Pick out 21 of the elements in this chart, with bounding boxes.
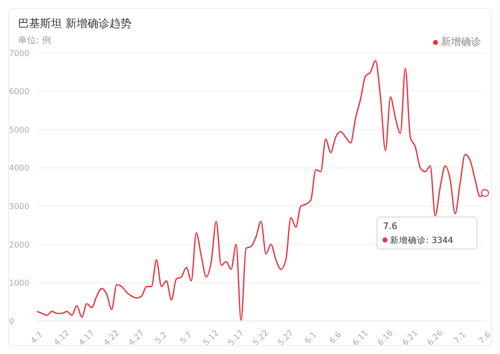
y-tick-label: 6000 [9,87,30,96]
x-tick-label: 5.7 [178,330,194,346]
annotation: 新增确诊: 3344 [390,234,454,246]
x-tick-label: 7.6 [477,330,492,346]
y-tick-label: 5000 [9,125,30,134]
y-tick-label: 3000 [9,202,30,211]
y-tick-label: 4000 [9,164,30,173]
y-tick-label: 1000 [9,278,30,288]
tooltip-box: 7.6 新增确诊: 3344 [376,216,478,250]
x-tick-label: 7.1 [452,330,468,346]
annotation: 7.6 [383,222,398,232]
y-tick-label: 2000 [9,240,30,250]
y-tick-label: 0 [9,316,14,326]
y-tick-label: 7000 [9,48,30,58]
x-tick-label: 6.6 [328,330,344,346]
chart-subtitle: 单位: 例 [18,34,51,47]
x-tick-label: 4.7 [29,330,44,346]
x-tick-label: 6.1 [302,330,318,346]
legend-label: 新增确诊 [440,36,481,49]
x-tick-label: 5.2 [154,330,169,346]
chart-title: 巴基斯坦 新增确诊趋势 [18,16,132,31]
